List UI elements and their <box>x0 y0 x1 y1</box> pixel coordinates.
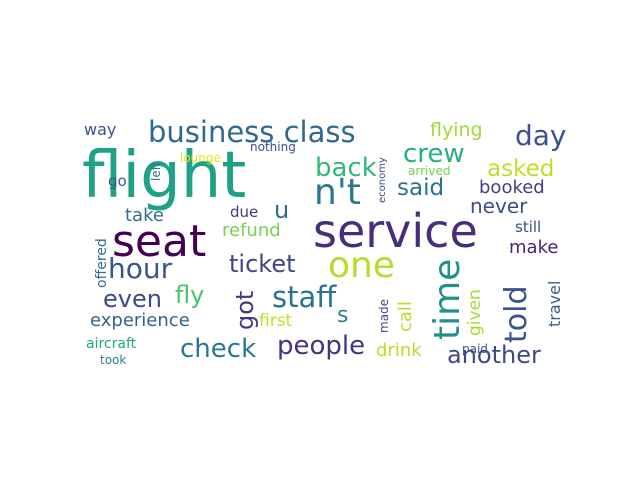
word-arrived: arrived <box>408 164 451 178</box>
word-experience: experience <box>90 310 190 331</box>
word-drink: drink <box>376 340 422 361</box>
word-nothing: nothing <box>250 140 296 154</box>
word-back: back <box>315 153 377 183</box>
word-business-class: business class <box>148 115 356 149</box>
word-aircraft: aircraft <box>86 336 137 352</box>
word-day: day <box>515 119 567 152</box>
word-asked: asked <box>487 156 555 182</box>
word-economy: economy <box>377 157 388 203</box>
word-first: first <box>259 311 293 331</box>
word-said: said <box>397 175 445 201</box>
word-took: took <box>100 353 127 367</box>
word-given: given <box>465 289 485 336</box>
word-fly: fly <box>175 281 205 309</box>
word-way: way <box>84 120 117 139</box>
word-s: s <box>337 303 349 328</box>
word-call: call <box>395 301 416 332</box>
word-paid: paid <box>462 342 488 356</box>
word-u: u <box>274 196 290 224</box>
word-even: even <box>103 285 162 313</box>
word-offered: offered <box>94 238 110 288</box>
word-flight: flight <box>82 139 247 213</box>
word-ticket: ticket <box>229 250 296 278</box>
word-make: make <box>509 237 559 258</box>
word-time: time <box>427 258 468 340</box>
word-check: check <box>180 334 257 364</box>
word-made: made <box>377 298 391 333</box>
word-refund: refund <box>222 220 281 241</box>
word-nt: n't <box>314 172 361 213</box>
word-seat: seat <box>112 216 207 267</box>
word-told: told <box>499 285 534 344</box>
word-lounge: lounge <box>180 151 221 165</box>
word-service: service <box>313 204 478 258</box>
word-people: people <box>277 331 366 361</box>
word-due: due <box>230 203 259 221</box>
word-hour: hour <box>108 252 173 285</box>
word-travel: travel <box>545 280 564 327</box>
word-flying: flying <box>430 119 483 141</box>
word-go: go <box>108 172 127 190</box>
word-crew: crew <box>403 139 465 169</box>
word-one: one <box>328 245 395 286</box>
word-take: take <box>125 205 164 226</box>
word-never: never <box>470 194 528 218</box>
word-booked: booked <box>479 177 545 198</box>
word-left: left <box>149 161 163 181</box>
word-still: still <box>515 218 542 236</box>
word-another: another <box>447 341 541 369</box>
word-staff: staff <box>272 280 337 314</box>
word-got: got <box>231 290 259 330</box>
